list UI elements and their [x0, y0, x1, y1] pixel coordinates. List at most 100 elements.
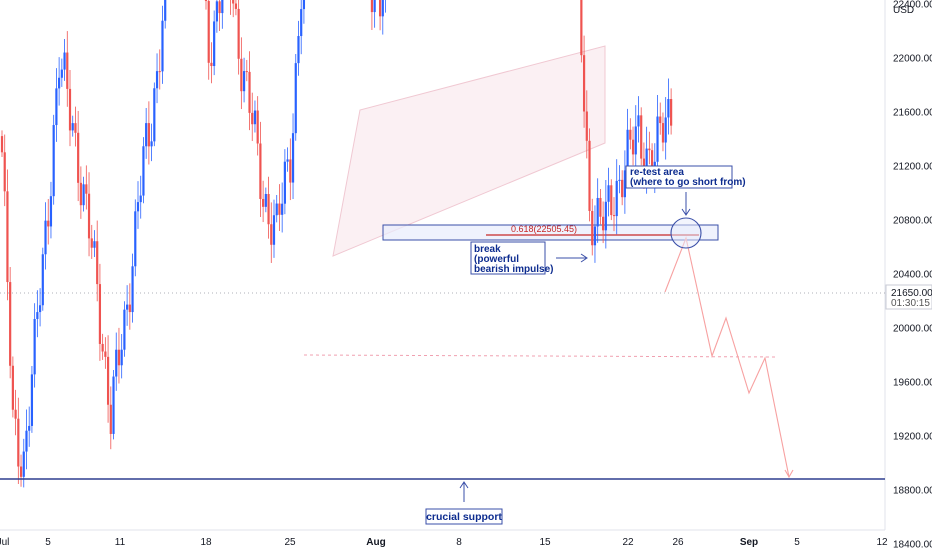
candle-down: [648, 148, 651, 151]
candle-up: [41, 254, 44, 306]
candle-up: [120, 349, 123, 366]
candle-up: [283, 161, 286, 204]
fib-label: 0.618(22505.45): [511, 224, 577, 234]
candle-down: [17, 418, 20, 467]
candle-down: [650, 150, 654, 178]
candle-up: [300, 9, 303, 37]
x-tick-label: Aug: [366, 537, 385, 548]
y-tick-label: 21200.00: [893, 161, 932, 172]
candle-down: [591, 210, 594, 246]
x-tick-label: 18: [200, 537, 212, 548]
candle-down: [104, 351, 107, 357]
candle-up: [134, 211, 137, 267]
break-callout-line3: bearish impulse): [474, 264, 553, 275]
candle-down: [19, 466, 23, 477]
candle-up: [145, 123, 148, 147]
candle-up: [596, 197, 599, 227]
candle-up: [123, 309, 126, 350]
candle-up: [82, 184, 85, 206]
x-tick-label: 12: [876, 537, 888, 548]
candle-up: [136, 202, 140, 212]
candle-up: [33, 318, 36, 375]
candle-up: [618, 179, 621, 181]
x-tick-label: 8: [456, 537, 462, 548]
candle-up: [373, 0, 376, 13]
candle-up: [44, 220, 47, 255]
candle-down: [582, 55, 586, 112]
candle-down: [9, 282, 12, 366]
candle-down: [128, 304, 131, 313]
candle-down: [210, 62, 213, 67]
candle-down: [87, 193, 91, 239]
candle-down: [262, 198, 265, 207]
candle-up: [623, 170, 626, 198]
candle-up: [607, 185, 610, 202]
projection-arrowhead: [784, 469, 794, 479]
candle-up: [58, 77, 61, 89]
candle-up: [626, 129, 629, 171]
candle-up: [139, 195, 142, 203]
candle-down: [85, 184, 88, 194]
candle-down: [117, 349, 121, 366]
candle-up: [604, 201, 607, 231]
candle-up: [22, 451, 25, 477]
candle-up: [164, 0, 167, 21]
candle-up: [25, 430, 28, 452]
candle-down: [109, 404, 112, 434]
y-tick-label: 20000.00: [893, 323, 932, 334]
candle-down: [588, 140, 591, 211]
support-callout-text: crucial support: [426, 511, 502, 523]
candle-down: [234, 3, 238, 9]
candle-down: [602, 216, 605, 231]
candle-up: [150, 141, 153, 147]
candle-down: [158, 71, 161, 73]
y-ticks: 25600.0025200.0024800.0024400.0024000.00…: [893, 0, 932, 550]
x-tick-label: 25: [284, 537, 296, 548]
retest-callout-line2: (where to go short from): [630, 177, 746, 188]
candle-up: [294, 63, 297, 134]
candle-up: [55, 88, 58, 126]
candle-down: [612, 215, 616, 217]
candle-down: [259, 143, 262, 199]
candle-down: [585, 111, 588, 141]
candle-up: [264, 193, 267, 207]
candle-up: [71, 123, 74, 131]
candle-up: [656, 116, 659, 162]
candle-down: [96, 241, 99, 285]
candle-up: [131, 266, 134, 313]
candle-up: [281, 203, 284, 215]
candle-down: [661, 123, 665, 143]
candle-up: [28, 425, 31, 431]
y-tick-label: 18800.00: [893, 485, 932, 496]
candle-up: [291, 133, 295, 183]
candle-down: [101, 343, 104, 352]
candle-up: [381, 0, 384, 17]
candle-down: [245, 71, 248, 73]
x-tick-label: 5: [45, 537, 51, 548]
candle-down: [6, 191, 9, 283]
candle-down: [248, 71, 251, 113]
candle-down: [0, 136, 4, 153]
break-callout-box: [470, 241, 546, 275]
candle-up: [253, 110, 257, 125]
y-tick-label: 20800.00: [893, 215, 932, 226]
candle-down: [11, 365, 14, 410]
candle-up: [161, 20, 164, 72]
candle-up: [36, 312, 39, 319]
retest-zone: [382, 224, 719, 241]
candle-up: [126, 304, 129, 310]
x-ticks: Jul 5 11 18 25 Aug 8 15 22 26 Sep 5 12: [0, 537, 888, 548]
candle-down: [251, 112, 254, 125]
retest-circle: [670, 217, 702, 249]
retest-callout-box: [625, 165, 733, 189]
candle-up: [155, 71, 159, 89]
x-tick-label: 5: [794, 537, 800, 548]
candle-down: [79, 182, 82, 206]
retest-callout-line1: re-test area: [630, 167, 684, 178]
breakdown-low-line: [303, 354, 779, 358]
candle-up: [645, 148, 648, 176]
candle-down: [90, 238, 93, 248]
y-tick-label: 20400.00: [893, 269, 932, 280]
